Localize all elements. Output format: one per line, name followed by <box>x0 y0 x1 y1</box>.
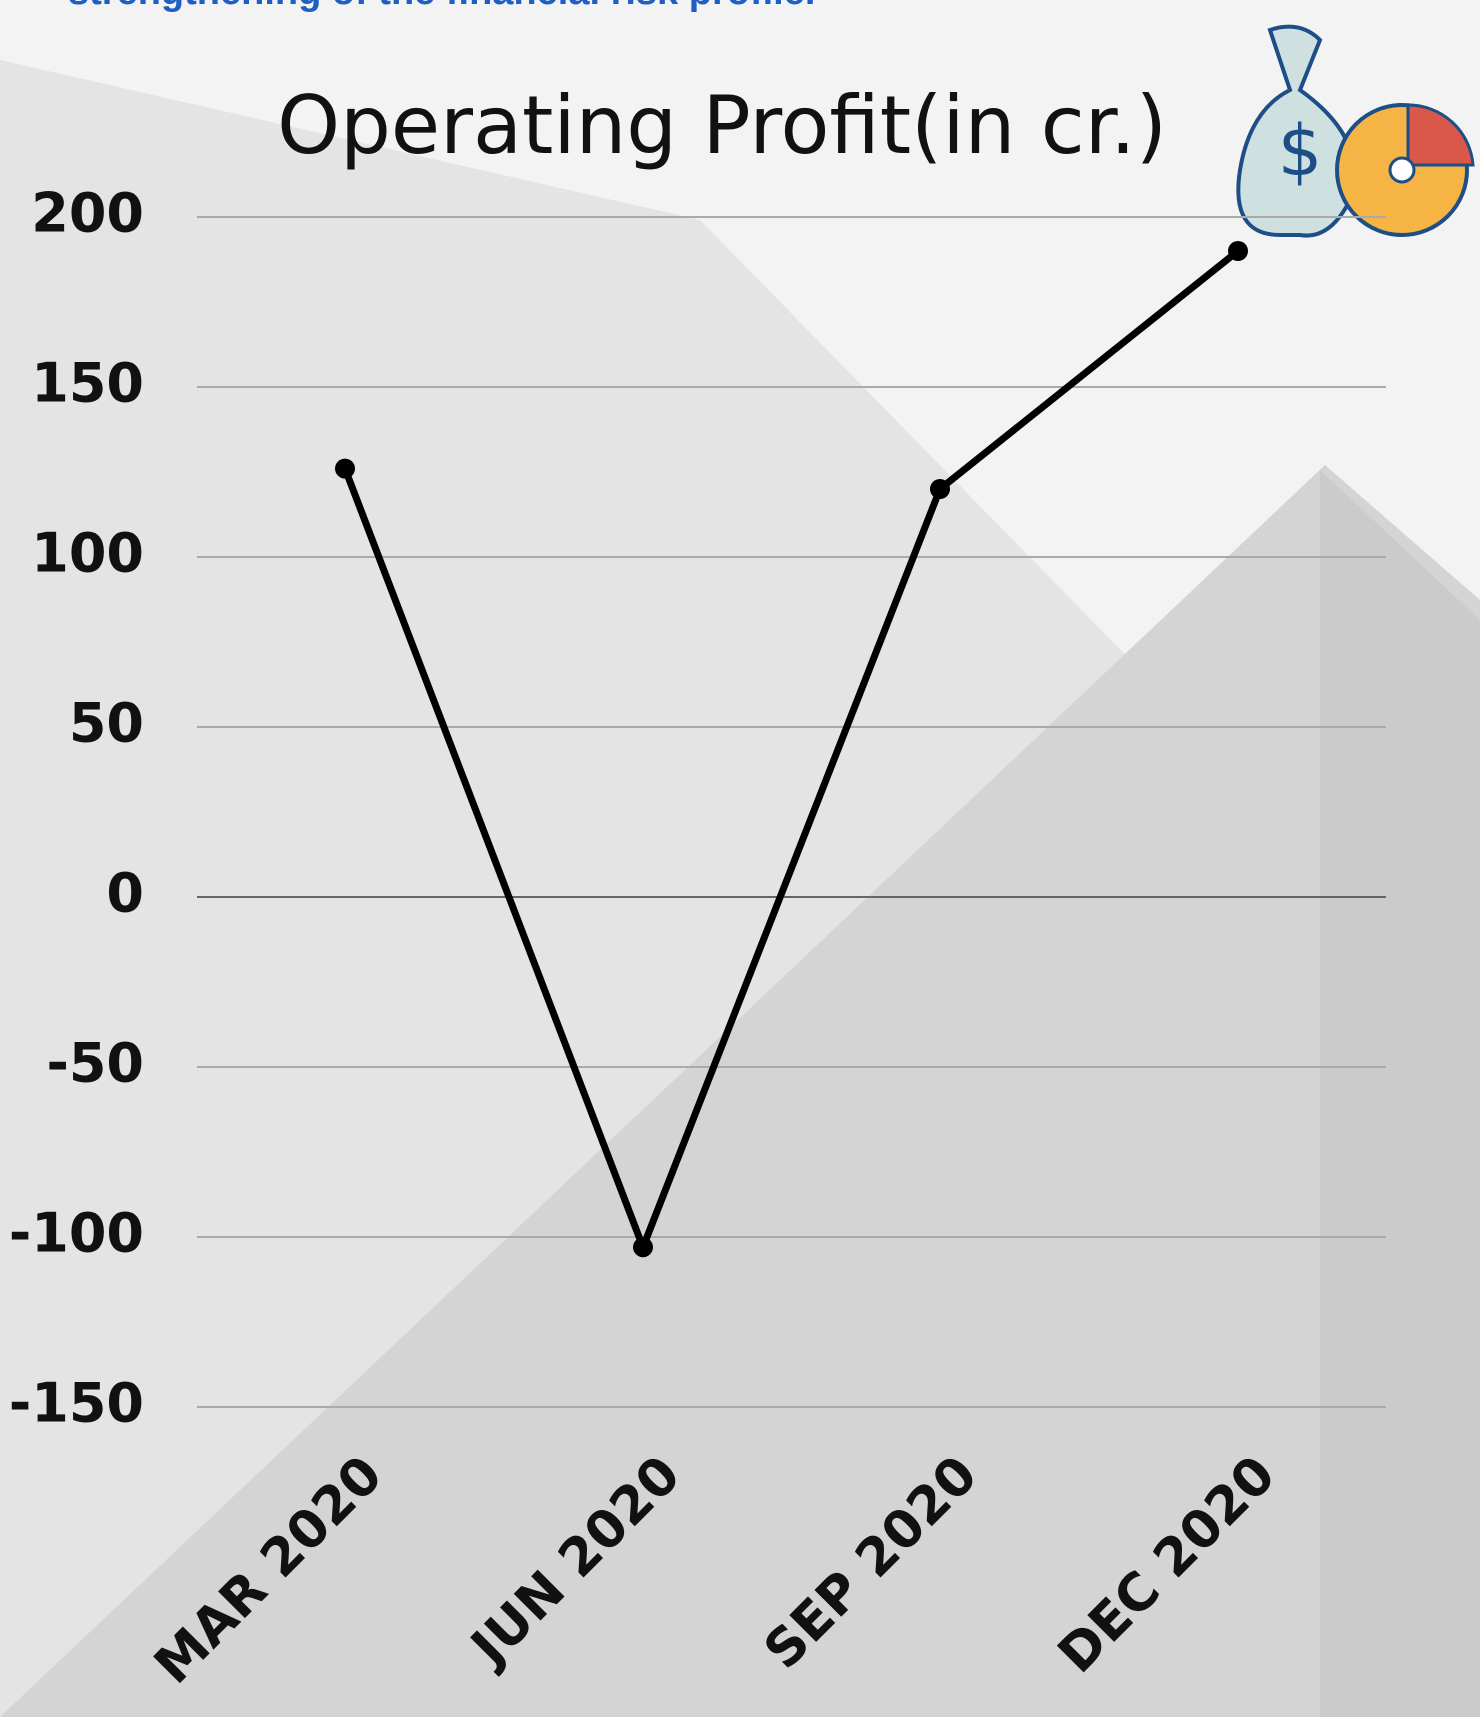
point <box>633 1237 653 1257</box>
svg-text:$: $ <box>1278 110 1323 192</box>
y-tick-label: 200 <box>31 182 144 245</box>
y-tick-label: 50 <box>69 692 144 755</box>
y-tick-label: 0 <box>106 862 144 925</box>
y-tick-label: -150 <box>9 1372 144 1435</box>
chart-title: Operating Profit(in cr.) <box>277 79 1167 172</box>
y-tick-label: -100 <box>9 1202 144 1265</box>
point <box>930 479 950 499</box>
subtitle: strengthening of the financial risk prof… <box>68 0 815 13</box>
y-tick-label: -50 <box>46 1032 144 1095</box>
y-tick-label: 100 <box>31 522 144 585</box>
chart: strengthening of the financial risk prof… <box>0 0 1480 1717</box>
point <box>335 459 355 479</box>
point <box>1228 241 1248 261</box>
y-tick-label: 150 <box>31 352 144 415</box>
